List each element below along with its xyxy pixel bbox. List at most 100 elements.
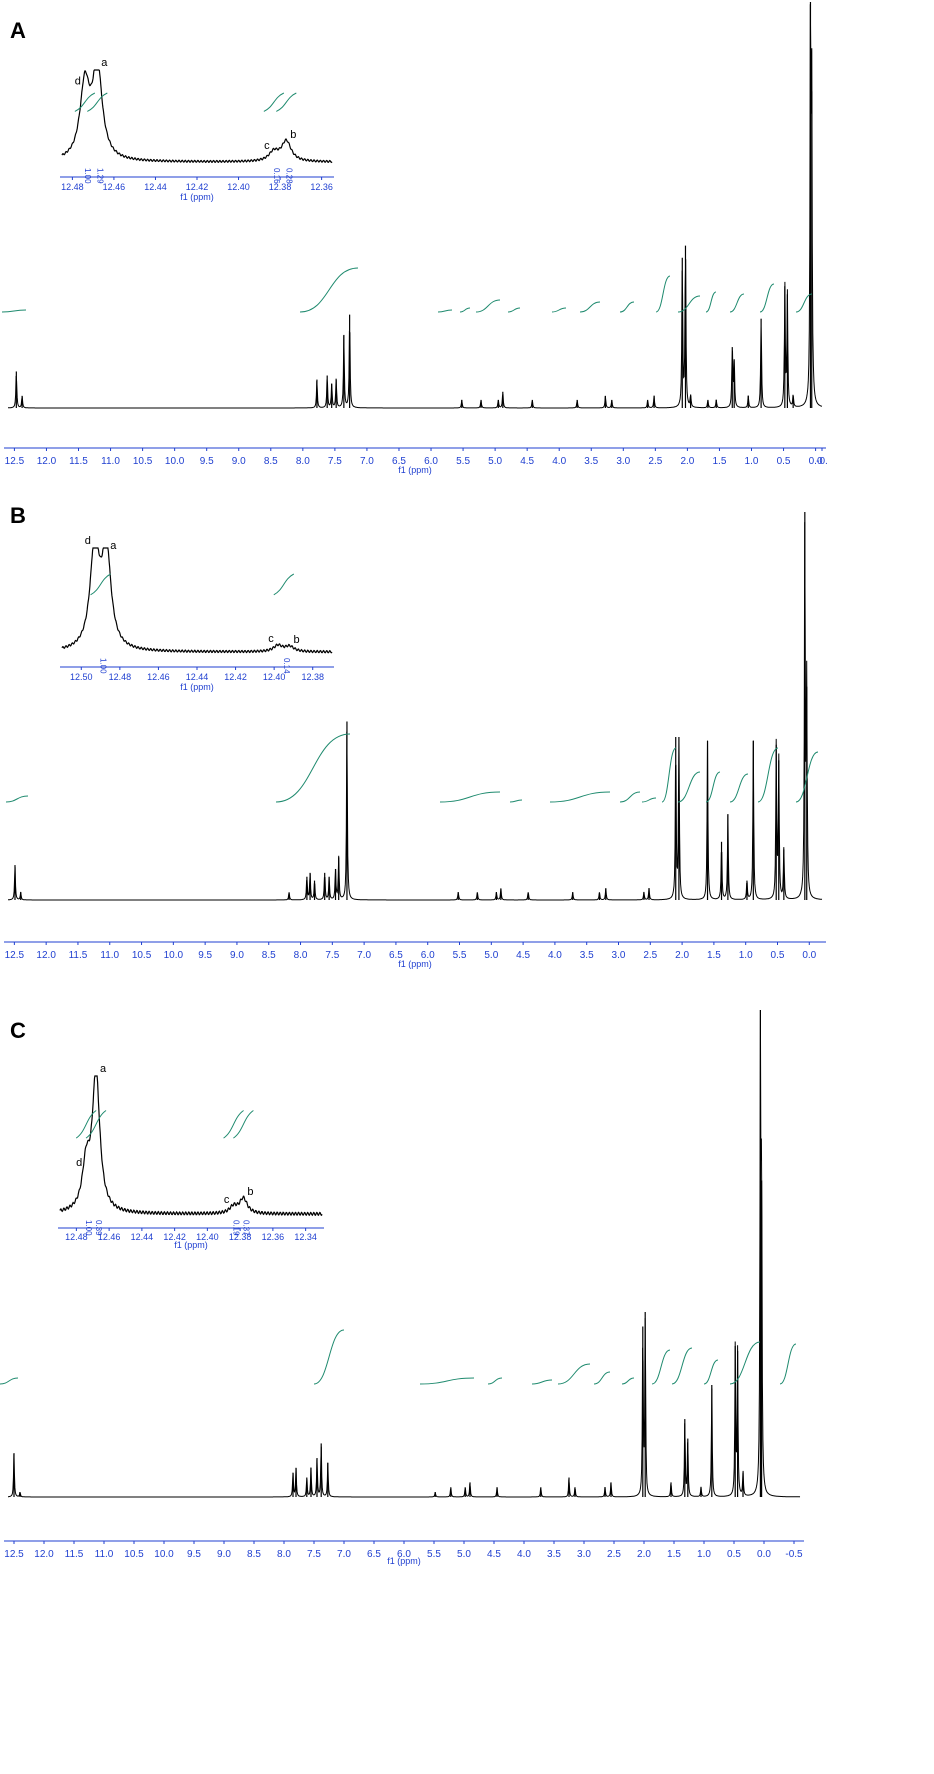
inset-x-tick-label: 12.44 <box>186 672 209 682</box>
spectrum-panel-b: 12.5 12.0 11.5 11.0 10.5 10.0 9.5 9.0 8.5 8.0 7.5 7… <box>4 512 826 969</box>
x-tick-label: 1.0 <box>739 950 753 961</box>
spectrum-trace <box>8 4 823 409</box>
inset-integral-curve <box>85 1110 107 1139</box>
integral-curve <box>641 797 657 803</box>
peak-label-d: d <box>76 1157 82 1169</box>
integral-curve <box>729 773 749 803</box>
integral-curve <box>579 301 601 313</box>
integral-curve <box>677 295 701 313</box>
inset-x-tick-label: 12.46 <box>147 672 170 682</box>
x-axis-title: f1 (ppm) <box>398 465 432 475</box>
integral-curve <box>621 1377 635 1385</box>
inset-x-tick-label: 12.46 <box>103 182 126 192</box>
integral-curve <box>593 1371 611 1385</box>
integral-curve <box>619 791 641 803</box>
x-tick-label: 7.0 <box>357 950 371 961</box>
inset-integral-curve <box>276 92 297 112</box>
x-tick-label: 12.5 <box>5 950 25 961</box>
inset-x-tick-label: 12.40 <box>196 1232 219 1242</box>
x-tick-label: 6.0 <box>397 1549 411 1560</box>
x-tick-label: 11.0 <box>101 456 120 467</box>
integral-curve <box>779 1343 797 1385</box>
integral-curve <box>705 291 717 313</box>
integral-curve <box>531 1379 553 1385</box>
x-tick-label: 1.5 <box>712 456 726 467</box>
inset-x-tick-label: 12.48 <box>109 672 132 682</box>
x-tick-label: 8.0 <box>294 950 308 961</box>
x-tick-label: 10.0 <box>154 1549 174 1560</box>
x-tick-label: 4.0 <box>548 950 562 961</box>
integral-curve <box>459 307 471 313</box>
x-tick-label: 11.5 <box>65 1549 84 1560</box>
x-tick-label: 9.5 <box>187 1549 201 1560</box>
peak-label-a: a <box>100 1063 107 1075</box>
x-tick-label: 3.5 <box>584 456 598 467</box>
integral-curve <box>619 301 635 313</box>
integral-curve <box>703 1359 719 1385</box>
integral-curve <box>487 1377 503 1385</box>
x-tick-label: 9.0 <box>217 1549 231 1560</box>
panel-label: C <box>10 1018 26 1043</box>
x-tick-label: 6.5 <box>389 950 403 961</box>
inset-x-axis-title: f1 (ppm) <box>180 192 214 202</box>
integral-curve <box>1 309 27 313</box>
inset-zoom-a: d a c b 1.00 1.29 0.16 0.28 12.48 12.46 12.44 12.42… <box>60 57 334 202</box>
x-tick-label: 1.0 <box>697 1549 711 1560</box>
x-tick-label: 1.5 <box>707 950 721 961</box>
inset-x-tick-label: 12.46 <box>98 1232 121 1242</box>
x-tick-label: 9.5 <box>200 456 214 467</box>
panel-c: C <box>0 1010 934 1774</box>
inset-x-tick-label: 12.50 <box>70 672 93 682</box>
x-tick-label: 3.0 <box>612 950 626 961</box>
integral-curve <box>419 1377 475 1385</box>
x-tick-label: 12.0 <box>34 1549 54 1560</box>
x-tick-label: 5.0 <box>484 950 498 961</box>
x-tick-label: 10.0 <box>165 456 185 467</box>
x-tick-label: 9.5 <box>198 950 212 961</box>
spectrum-panel-a: 12.5 12.0 11.5 11.0 10.5 10.0 9.5 9.0 8.5 8.0 7.5 7… <box>1 2 828 475</box>
peak-label-d: d <box>85 535 91 547</box>
integral-curve <box>651 1349 671 1385</box>
integral-curve <box>795 751 819 803</box>
integral-curve <box>549 791 611 803</box>
integral-curve <box>655 275 671 313</box>
x-tick-label: 12.0 <box>36 950 56 961</box>
integral-curve <box>661 747 677 803</box>
inset-zoom-b: d a c b 1.00 0.14 12.50 12.48 12.46 12.44 12.42 12.… <box>60 535 334 692</box>
inset-x-tick-label: 12.36 <box>262 1232 285 1242</box>
x-tick-label: -0. <box>816 456 828 467</box>
x-tick-label: 3.0 <box>577 1549 591 1560</box>
integral-value: 0.28 <box>284 168 293 184</box>
x-tick-label: 6.5 <box>392 456 406 467</box>
x-tick-label: 10.5 <box>133 456 153 467</box>
x-tick-label: 11.5 <box>69 456 88 467</box>
x-tick-label: -0.5 <box>785 1549 803 1560</box>
x-tick-label: 5.5 <box>453 950 467 961</box>
integral-curve <box>557 1363 591 1385</box>
x-tick-label: 4.5 <box>487 1549 501 1560</box>
x-tick-label: 2.5 <box>643 950 657 961</box>
x-tick-label: 1.0 <box>745 456 759 467</box>
integral-curve <box>551 307 567 313</box>
x-tick-label: 1.5 <box>667 1549 681 1560</box>
x-tick-label: 8.0 <box>296 456 310 467</box>
panel-a: A <box>0 0 934 470</box>
x-tick-label: 0.5 <box>727 1549 741 1560</box>
x-tick-label: 5.0 <box>457 1549 471 1560</box>
integral-curve <box>757 747 779 803</box>
integral-curve <box>729 1341 761 1385</box>
x-tick-label: 0.0 <box>757 1549 771 1560</box>
x-tick-label: 7.5 <box>307 1549 321 1560</box>
x-tick-label: 4.5 <box>520 456 534 467</box>
inset-x-axis-title: f1 (ppm) <box>180 682 214 692</box>
x-tick-label: 8.5 <box>264 456 278 467</box>
inset-x-tick-label: 12.42 <box>186 182 209 192</box>
integral-curve <box>507 307 521 313</box>
x-tick-label: 0.5 <box>771 950 785 961</box>
x-tick-label: 2.0 <box>637 1549 651 1560</box>
inset-integral-curve <box>233 1110 254 1139</box>
integral-curve <box>5 795 29 803</box>
inset-integral-curve <box>87 92 108 112</box>
inset-x-tick-label: 12.40 <box>263 672 286 682</box>
inset-integral-curve <box>223 1110 244 1139</box>
